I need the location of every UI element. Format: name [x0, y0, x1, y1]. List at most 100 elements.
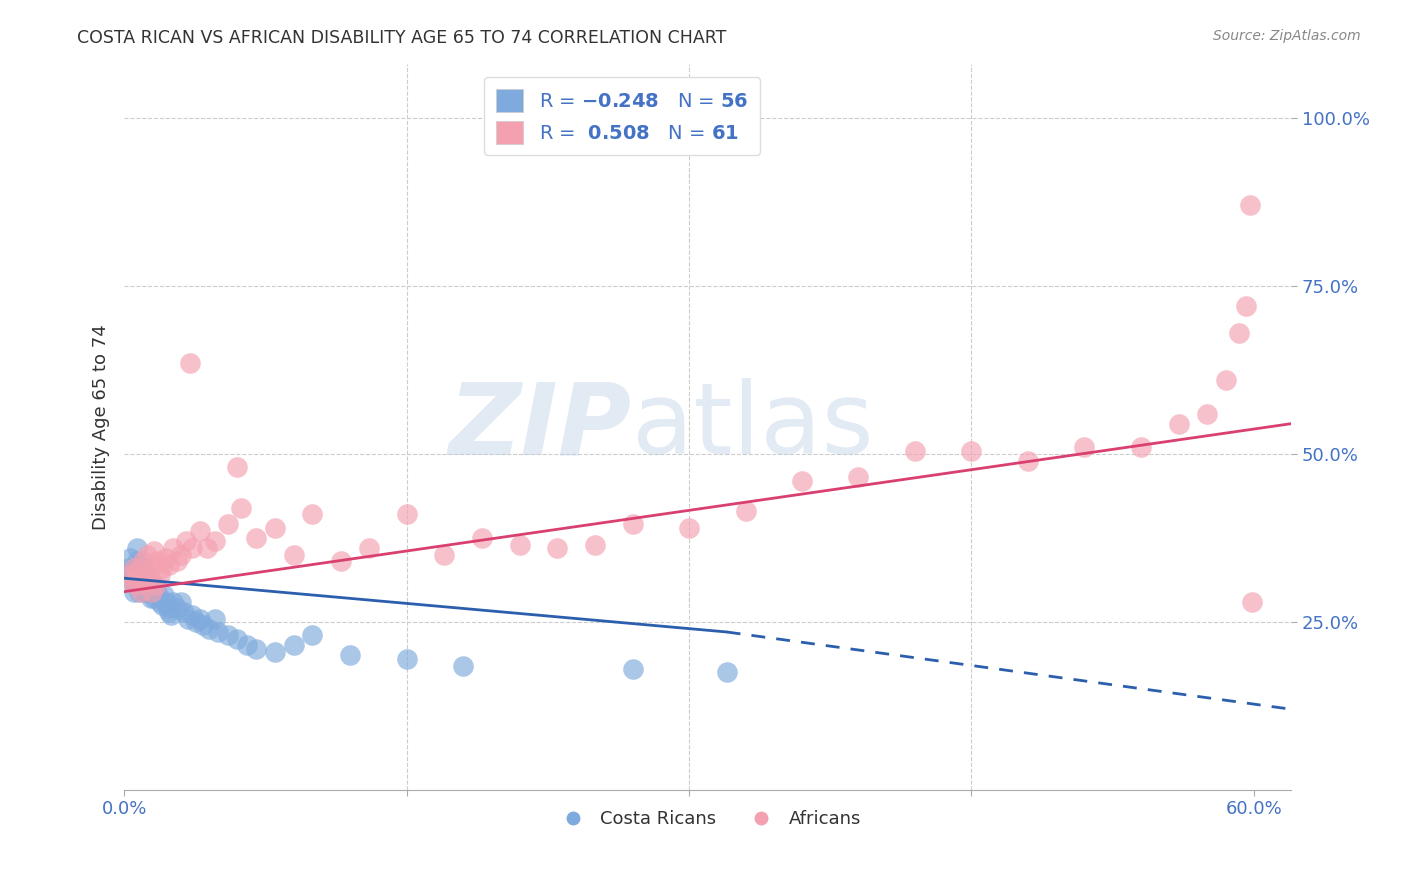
- Point: [283, 639, 305, 653]
- Point: [734, 504, 756, 518]
- Point: [329, 554, 352, 568]
- Point: [128, 574, 150, 589]
- Point: [960, 443, 983, 458]
- Point: [188, 524, 211, 538]
- Point: [141, 584, 163, 599]
- Text: ZIP: ZIP: [449, 378, 631, 475]
- Point: [128, 571, 150, 585]
- Point: [1234, 299, 1257, 313]
- Point: [263, 521, 285, 535]
- Point: [181, 541, 204, 555]
- Point: [229, 500, 252, 515]
- Point: [118, 551, 141, 566]
- Point: [263, 645, 285, 659]
- Point: [1129, 440, 1152, 454]
- Point: [395, 652, 418, 666]
- Point: [301, 628, 323, 642]
- Point: [621, 662, 644, 676]
- Point: [177, 611, 200, 625]
- Point: [129, 584, 152, 599]
- Point: [135, 584, 157, 599]
- Point: [451, 658, 474, 673]
- Point: [143, 544, 166, 558]
- Point: [433, 548, 456, 562]
- Point: [135, 574, 157, 589]
- Point: [152, 588, 174, 602]
- Point: [1215, 373, 1237, 387]
- Point: [141, 574, 163, 589]
- Point: [471, 531, 494, 545]
- Point: [195, 541, 218, 555]
- Point: [134, 567, 156, 582]
- Point: [1240, 595, 1263, 609]
- Point: [170, 595, 193, 609]
- Point: [157, 558, 180, 572]
- Point: [583, 538, 606, 552]
- Point: [122, 584, 145, 599]
- Point: [217, 517, 239, 532]
- Point: [122, 561, 145, 575]
- Point: [166, 601, 188, 615]
- Point: [181, 608, 204, 623]
- Point: [143, 591, 166, 606]
- Point: [135, 548, 157, 562]
- Y-axis label: Disability Age 65 to 74: Disability Age 65 to 74: [93, 324, 110, 530]
- Point: [157, 605, 180, 619]
- Point: [193, 618, 215, 632]
- Point: [848, 470, 870, 484]
- Point: [207, 624, 229, 639]
- Point: [155, 595, 177, 609]
- Point: [198, 622, 221, 636]
- Text: atlas: atlas: [631, 378, 873, 475]
- Point: [132, 554, 155, 568]
- Point: [173, 605, 195, 619]
- Text: COSTA RICAN VS AFRICAN DISABILITY AGE 65 TO 74 CORRELATION CHART: COSTA RICAN VS AFRICAN DISABILITY AGE 65…: [77, 29, 727, 46]
- Point: [127, 565, 149, 579]
- Point: [204, 611, 226, 625]
- Point: [1239, 198, 1261, 212]
- Point: [121, 574, 143, 589]
- Point: [141, 584, 163, 599]
- Point: [118, 567, 141, 582]
- Point: [678, 521, 700, 535]
- Point: [117, 561, 139, 575]
- Point: [166, 554, 188, 568]
- Point: [904, 443, 927, 458]
- Point: [149, 567, 172, 582]
- Point: [139, 591, 162, 606]
- Point: [790, 474, 813, 488]
- Point: [162, 541, 184, 555]
- Point: [188, 611, 211, 625]
- Point: [145, 582, 167, 596]
- Point: [150, 598, 173, 612]
- Point: [395, 508, 418, 522]
- Point: [217, 628, 239, 642]
- Point: [283, 548, 305, 562]
- Point: [339, 648, 361, 663]
- Point: [138, 574, 160, 589]
- Point: [132, 578, 155, 592]
- Point: [1167, 417, 1189, 431]
- Point: [155, 551, 177, 566]
- Point: [127, 541, 149, 555]
- Point: [146, 588, 169, 602]
- Legend: Costa Ricans, Africans: Costa Ricans, Africans: [548, 803, 868, 835]
- Point: [134, 584, 156, 599]
- Point: [245, 641, 267, 656]
- Point: [122, 567, 145, 582]
- Point: [146, 554, 169, 568]
- Point: [160, 608, 183, 623]
- Point: [245, 531, 267, 545]
- Point: [235, 639, 257, 653]
- Point: [1195, 407, 1218, 421]
- Point: [134, 571, 156, 585]
- Point: [546, 541, 568, 555]
- Point: [357, 541, 380, 555]
- Point: [170, 548, 193, 562]
- Point: [179, 356, 201, 370]
- Point: [121, 565, 143, 579]
- Point: [716, 665, 738, 680]
- Point: [128, 584, 150, 599]
- Point: [176, 534, 198, 549]
- Point: [145, 578, 167, 592]
